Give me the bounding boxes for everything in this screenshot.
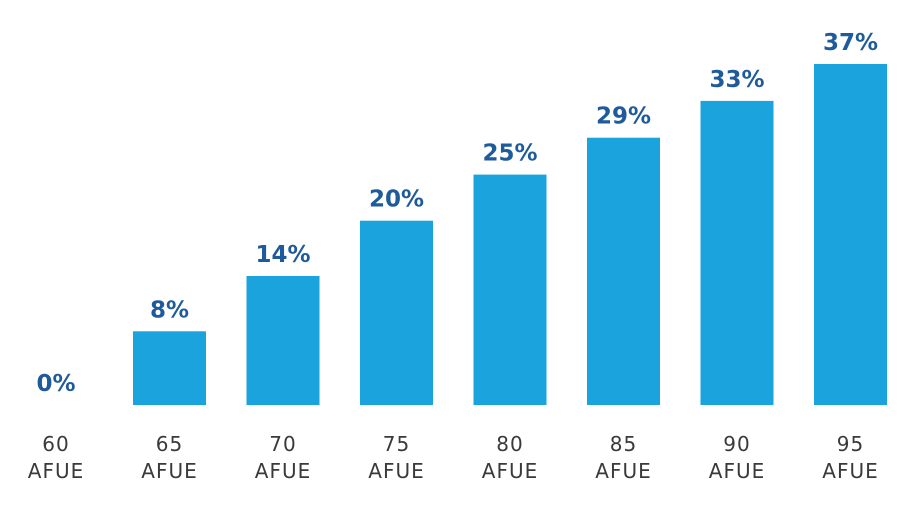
bars-group xyxy=(133,64,887,406)
category-label-0-line-0: 60 xyxy=(42,432,69,456)
category-label-5-line-0: 85 xyxy=(610,432,637,456)
value-labels-group: 0% 8% 14% 20% 25% 29% 33% 37% xyxy=(36,30,878,397)
value-label-0: 0% xyxy=(36,371,75,397)
category-label-7-line-0: 95 xyxy=(837,432,864,456)
bar-7 xyxy=(814,64,887,405)
category-label-7-line-1: AFUE xyxy=(822,459,878,483)
category-labels-group: 60 AFUE 65 AFUE 70 AFUE 75 AFUE 80 AFUE 85 AFUE 90 AF… xyxy=(28,432,878,483)
value-label-5: 29% xyxy=(596,104,651,130)
value-label-2: 14% xyxy=(255,242,310,268)
bar-3 xyxy=(360,220,433,405)
category-label-1-line-0: 65 xyxy=(156,432,183,456)
value-label-7: 37% xyxy=(823,30,878,56)
category-label-6-line-0: 90 xyxy=(723,432,750,456)
category-label-3-line-1: AFUE xyxy=(368,459,424,483)
category-label-4-line-0: 80 xyxy=(496,432,523,456)
category-label-5-line-1: AFUE xyxy=(595,459,651,483)
value-label-6: 33% xyxy=(709,67,764,93)
category-label-4-line-1: AFUE xyxy=(482,459,538,483)
category-label-0-line-1: AFUE xyxy=(28,459,84,483)
bar-2 xyxy=(246,276,320,405)
bar-4 xyxy=(473,174,547,405)
bar-5 xyxy=(587,137,660,405)
value-label-4: 25% xyxy=(482,141,537,167)
value-label-3: 20% xyxy=(369,187,424,213)
category-label-3-line-0: 75 xyxy=(383,432,410,456)
value-label-1: 8% xyxy=(150,297,189,323)
category-label-2-line-1: AFUE xyxy=(255,459,311,483)
bar-1 xyxy=(133,331,206,405)
category-label-1-line-1: AFUE xyxy=(141,459,197,483)
bar-6 xyxy=(700,100,774,406)
category-label-6-line-1: AFUE xyxy=(709,459,765,483)
category-label-2-line-0: 70 xyxy=(269,432,296,456)
